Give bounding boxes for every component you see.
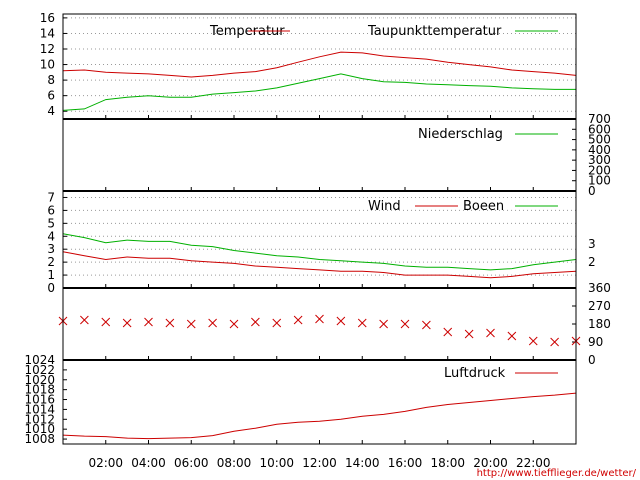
legend-label: Temperatur: [209, 24, 285, 39]
y-tick-label: 1008: [24, 432, 55, 446]
y-tick-label: 12: [40, 42, 55, 56]
y-tick-label: 400: [588, 143, 611, 157]
y-tick-label: 14: [40, 26, 55, 40]
scatter-point: [165, 318, 175, 328]
series-line-taupunkttemperatur: [62, 73, 576, 111]
y-tick-label: 300: [588, 153, 611, 167]
y2-tick-label: 3: [588, 237, 596, 251]
y-tick-label: 5: [47, 216, 55, 230]
x-tick-label: 08:00: [217, 456, 252, 470]
y-tick-label: 100: [588, 174, 611, 188]
legend-label: Wind: [368, 199, 401, 214]
scatter-point: [507, 331, 517, 341]
scatter-point: [550, 337, 559, 347]
y2-tick-label: 2: [588, 255, 596, 269]
scatter-point: [357, 318, 367, 328]
y-tick-label: 0: [588, 353, 596, 367]
scatter-point: [315, 314, 324, 324]
y-tick-label: 90: [588, 335, 603, 349]
y-tick-label: 1024: [24, 353, 55, 367]
y-tick-label: 6: [47, 89, 55, 103]
y-tick-label: 500: [588, 133, 611, 147]
x-tick-label: 12:00: [302, 456, 337, 470]
scatter-point: [272, 318, 282, 328]
y-tick-label: 4: [47, 104, 55, 118]
x-tick-label: 02:00: [88, 456, 123, 470]
y-tick-label: 2: [47, 255, 55, 269]
legend-label: Taupunkttemperatur: [367, 24, 502, 39]
x-tick-label: 22:00: [516, 456, 551, 470]
scatter-point: [293, 315, 303, 325]
y-tick-label: 360: [588, 281, 611, 295]
y-tick-label: 700: [588, 112, 611, 126]
credit-url: http://www.tiefflieger.de/wetter/: [477, 468, 637, 479]
x-tick-label: 04:00: [131, 456, 166, 470]
panel-wind_direction: 0 90 180 270 360: [58, 281, 611, 367]
series-line-boeen: [62, 233, 577, 271]
y-tick-label: 3: [47, 242, 55, 256]
scatter-point: [229, 319, 239, 329]
x-tick-label: 20:00: [473, 456, 508, 470]
scatter-point: [379, 319, 388, 329]
scatter-point: [251, 317, 260, 327]
scatter-point: [443, 327, 453, 337]
scatter-point: [464, 329, 474, 339]
y-tick-label: 1020: [24, 373, 55, 387]
scatter-point: [528, 336, 538, 346]
y-tick-label: 180: [588, 317, 611, 331]
scatter-point: [336, 316, 346, 326]
scatter-point: [422, 320, 431, 330]
y-tick-label: 1016: [24, 393, 55, 407]
scatter-point: [144, 317, 153, 327]
scatter-point: [400, 319, 410, 329]
y-tick-label: 270: [588, 299, 611, 313]
x-tick-label: 10:00: [259, 456, 294, 470]
panel-frame: [62, 287, 577, 361]
y-tick-label: 10: [40, 58, 55, 72]
y-tick-label: 16: [40, 11, 55, 25]
y-tick-label: 4: [47, 229, 55, 243]
y-tick-label: 1010: [24, 422, 55, 436]
x-tick-label: 14:00: [345, 456, 380, 470]
series-line-luftdruck: [62, 392, 577, 440]
y-tick-label: 200: [588, 163, 611, 177]
y-tick-label: 6: [47, 203, 55, 217]
x-tick-label: 06:00: [174, 456, 209, 470]
scatter-point: [80, 315, 89, 325]
legend-label: Luftdruck: [444, 366, 506, 381]
scatter-point: [208, 318, 217, 328]
y-tick-label: 1014: [24, 402, 55, 416]
y-tick-label: 1018: [24, 383, 55, 397]
y-tick-label: 8: [47, 73, 55, 87]
y-tick-label: 0: [588, 184, 596, 198]
y-tick-label: 600: [588, 122, 611, 136]
legend-label: Boeen: [463, 199, 504, 214]
y-tick-label: 1022: [24, 363, 55, 377]
series-line-wind: [62, 251, 577, 279]
x-tick-label: 18:00: [430, 456, 465, 470]
y-tick-label: 7: [47, 190, 55, 204]
legend-label: Niederschlag: [418, 127, 503, 142]
scatter-point: [186, 319, 196, 329]
y-tick-label: 1: [47, 268, 55, 282]
series-line-temperatur: [62, 51, 577, 78]
scatter-point: [122, 318, 132, 328]
y-tick-label: 0: [47, 281, 55, 295]
y-tick-label: 1012: [24, 412, 55, 426]
x-tick-label: 16:00: [388, 456, 423, 470]
scatter-point: [486, 328, 495, 338]
scatter-point: [101, 317, 111, 327]
